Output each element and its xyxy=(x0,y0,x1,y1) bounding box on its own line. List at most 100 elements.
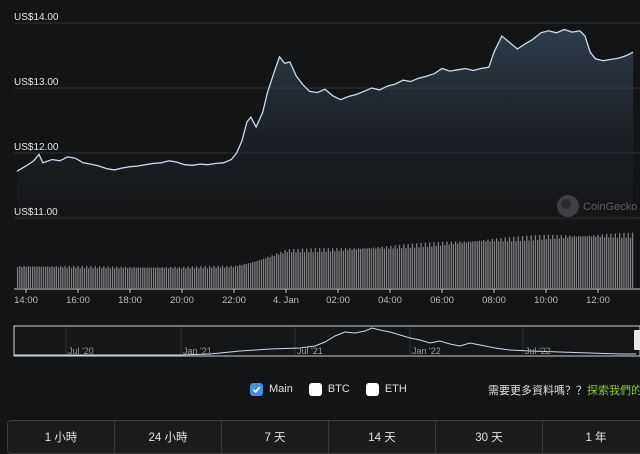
volume-bar xyxy=(241,265,243,288)
volume-bar xyxy=(66,267,68,288)
volume-bar xyxy=(448,244,450,288)
volume-bar xyxy=(338,250,340,288)
toggle-eth-label: ETH xyxy=(384,383,407,395)
volume-bar xyxy=(612,237,614,288)
tab-7d[interactable]: 7 天 xyxy=(222,421,329,453)
coingecko-watermark: CoinGecko xyxy=(557,195,637,217)
volume-bar xyxy=(55,266,57,288)
volume-bar xyxy=(364,248,366,288)
volume-bar xyxy=(116,266,118,288)
price-chart[interactable]: US$14.00 US$13.00 US$12.00 US$11.00 CoinGec… xyxy=(0,0,640,420)
volume-bar xyxy=(498,241,500,288)
price-line[interactable] xyxy=(16,28,634,172)
x-tick-label: 14:00 xyxy=(14,295,38,306)
navigator[interactable]: Jul '20 Jan '21 Jul '21 Jan '22 Jul '22 xyxy=(13,325,640,357)
explore-api-link[interactable]: 探索我們的A xyxy=(587,385,640,397)
volume-bar xyxy=(211,267,213,288)
volume-bar xyxy=(631,232,634,288)
volume-bar xyxy=(446,241,448,288)
volume-bar xyxy=(379,248,381,288)
volume-bar xyxy=(150,267,152,288)
volume-bar xyxy=(168,268,170,288)
volume-bar xyxy=(163,268,165,288)
main-checkbox[interactable] xyxy=(250,382,263,396)
volume-bar xyxy=(282,253,284,288)
volume-bar xyxy=(36,266,38,288)
volume-bar xyxy=(209,266,211,288)
volume-bar xyxy=(64,266,66,288)
volume-bar xyxy=(109,268,111,288)
btc-checkbox[interactable] xyxy=(308,382,322,396)
tab-24h[interactable]: 24 小時 xyxy=(115,421,222,453)
eth-checkbox[interactable] xyxy=(365,382,379,396)
volume-bar xyxy=(144,267,146,288)
volume-bar xyxy=(172,268,174,288)
volume-bar xyxy=(75,267,77,288)
tab-14d[interactable]: 14 天 xyxy=(329,421,436,453)
volume-bar xyxy=(83,268,86,288)
volume-bar xyxy=(353,248,355,288)
volume-bar xyxy=(152,267,155,288)
volume-bar xyxy=(603,237,606,288)
volume-bar xyxy=(271,255,273,288)
navigator-line xyxy=(14,327,636,356)
volume-bar xyxy=(185,268,187,288)
volume-bar xyxy=(541,239,543,288)
volume-bar xyxy=(286,252,288,288)
volume-bar xyxy=(515,241,517,288)
volume-bar xyxy=(375,248,377,288)
toggle-eth[interactable]: ETH xyxy=(365,382,407,396)
volume-bar xyxy=(370,248,373,288)
volume-bar xyxy=(215,267,217,288)
volume-bar xyxy=(394,245,396,288)
volume-bar xyxy=(416,243,418,288)
x-tick-label: 04:00 xyxy=(378,295,402,306)
volume-bar xyxy=(291,252,293,288)
volume-bar xyxy=(120,266,122,288)
volume-bar xyxy=(403,244,405,288)
volume-bar xyxy=(590,236,593,288)
volume-bar xyxy=(340,248,342,288)
volume-bar xyxy=(461,243,463,288)
volume-bar xyxy=(262,258,265,288)
volume-bar xyxy=(111,266,114,288)
volume-bar xyxy=(232,267,234,288)
volume-bar xyxy=(70,267,73,288)
toggle-main[interactable]: Main xyxy=(250,382,293,396)
tab-30d[interactable]: 30 天 xyxy=(436,421,543,453)
x-tick-label: 10:00 xyxy=(534,295,558,306)
volume-bar xyxy=(127,268,129,288)
volume-bar xyxy=(49,267,51,288)
volume-bar xyxy=(53,267,55,288)
volume-bar xyxy=(625,237,627,288)
volume-bar xyxy=(517,236,519,288)
volume-bar xyxy=(170,267,172,288)
volume-bar xyxy=(504,237,506,288)
volume-bar xyxy=(103,266,105,288)
volume-bar xyxy=(297,248,299,288)
volume-bar xyxy=(405,248,407,288)
navigator-tick-label: Jul '20 xyxy=(68,346,94,356)
volume-bar xyxy=(360,248,362,288)
time-range-tabs: 1 小時 24 小時 7 天 14 天 30 天 1 年 xyxy=(7,420,640,454)
tab-1y[interactable]: 1 年 xyxy=(543,421,640,453)
volume-bar xyxy=(411,243,414,288)
navigator-handle[interactable] xyxy=(634,330,640,350)
volume-bar xyxy=(79,268,81,288)
toggle-btc[interactable]: BTC xyxy=(308,382,350,396)
volume-bar xyxy=(418,247,420,288)
volume-bar xyxy=(537,240,539,288)
volume-bar xyxy=(388,248,390,288)
volume-bar xyxy=(465,242,468,288)
volume-bar xyxy=(239,264,241,288)
x-tick-label: 18:00 xyxy=(118,295,142,306)
tab-1h[interactable]: 1 小時 xyxy=(8,421,115,453)
volume-bar xyxy=(463,241,465,288)
volume-bar xyxy=(267,256,269,288)
volume-bar xyxy=(521,236,524,288)
volume-bar xyxy=(308,252,310,288)
volume-bar xyxy=(573,235,575,288)
volume-bar xyxy=(196,266,198,288)
volume-bar xyxy=(526,235,528,288)
volume-bar xyxy=(366,248,368,288)
